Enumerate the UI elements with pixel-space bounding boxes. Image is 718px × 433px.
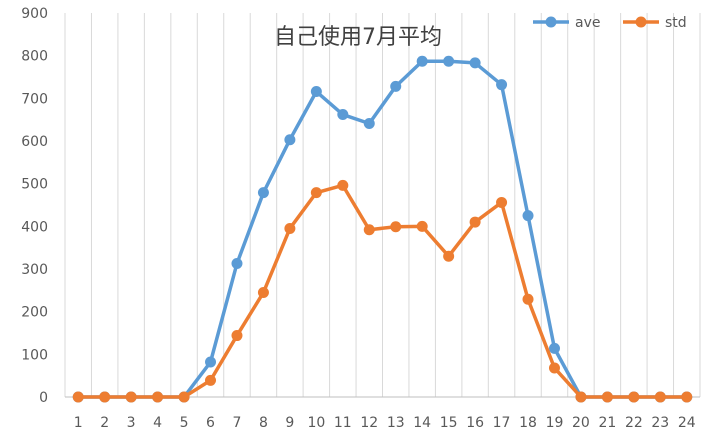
data-point-std — [310, 187, 322, 199]
data-point-std — [337, 179, 349, 191]
x-tick-label: 10 — [307, 415, 325, 431]
data-point-std — [416, 220, 428, 232]
x-tick-label: 19 — [546, 415, 564, 431]
y-tick-label: 200 — [21, 305, 48, 321]
y-tick-label: 600 — [21, 134, 48, 150]
x-tick-label: 3 — [127, 415, 136, 431]
y-tick-label: 900 — [21, 6, 48, 22]
data-point-std — [257, 286, 269, 298]
data-point-ave — [231, 257, 243, 269]
data-point-ave — [284, 134, 296, 146]
x-tick-label: 16 — [466, 415, 484, 431]
x-tick-label: 18 — [519, 415, 537, 431]
y-tick-label: 0 — [39, 390, 48, 406]
data-point-std — [681, 391, 693, 403]
data-point-std — [390, 221, 402, 233]
legend-swatch-marker — [635, 16, 647, 28]
y-tick-label: 100 — [21, 347, 48, 363]
x-tick-label: 7 — [233, 415, 242, 431]
data-point-std — [178, 391, 190, 403]
x-tick-label: 23 — [651, 415, 669, 431]
data-point-ave — [548, 342, 560, 354]
data-point-std — [125, 391, 137, 403]
series-std — [72, 179, 693, 403]
data-point-std — [363, 224, 375, 236]
x-tick-label: 20 — [572, 415, 590, 431]
x-tick-label: 14 — [413, 415, 431, 431]
data-point-ave — [496, 79, 508, 91]
x-tick-label: 13 — [387, 415, 405, 431]
data-point-std — [231, 330, 243, 342]
x-tick-label: 1 — [74, 415, 83, 431]
data-point-ave — [363, 118, 375, 130]
data-point-ave — [443, 55, 455, 67]
data-point-std — [99, 391, 111, 403]
x-tick-label: 12 — [360, 415, 378, 431]
data-point-std — [72, 391, 84, 403]
data-series — [72, 55, 693, 403]
data-point-std — [152, 391, 164, 403]
y-tick-label: 700 — [21, 91, 48, 107]
x-tick-label: 6 — [206, 415, 215, 431]
data-point-std — [469, 216, 481, 228]
data-point-ave — [416, 55, 428, 67]
legend-label: std — [665, 15, 687, 31]
y-tick-label: 300 — [21, 262, 48, 278]
data-point-ave — [257, 187, 269, 199]
chart-title: 自己使用7月平均 — [274, 25, 442, 50]
legend-item-ave: ave — [533, 15, 600, 31]
legend-swatch-marker — [545, 16, 557, 28]
data-point-ave — [390, 80, 402, 92]
x-tick-label: 4 — [153, 415, 162, 431]
x-tick-label: 8 — [259, 415, 268, 431]
x-tick-label: 11 — [334, 415, 352, 431]
data-point-ave — [337, 109, 349, 121]
legend-item-std: std — [623, 15, 687, 31]
y-tick-label: 800 — [21, 49, 48, 65]
data-point-std — [522, 293, 534, 305]
x-tick-label: 9 — [285, 415, 294, 431]
x-tick-label: 2 — [100, 415, 109, 431]
y-tick-label: 400 — [21, 219, 48, 235]
x-tick-label: 5 — [180, 415, 189, 431]
x-tick-label: 15 — [440, 415, 458, 431]
data-point-std — [205, 374, 217, 386]
x-tick-label: 24 — [678, 415, 696, 431]
data-point-std — [548, 362, 560, 374]
x-tick-label: 17 — [493, 415, 511, 431]
data-point-ave — [310, 86, 322, 98]
legend-label: ave — [575, 15, 600, 31]
data-point-ave — [205, 356, 217, 368]
data-point-std — [575, 391, 587, 403]
y-tick-label: 500 — [21, 177, 48, 193]
grid-lines — [64, 13, 701, 397]
data-point-std — [628, 391, 640, 403]
legend: ave std — [533, 15, 687, 31]
data-point-std — [443, 250, 455, 262]
data-point-std — [654, 391, 666, 403]
x-tick-label: 21 — [598, 415, 616, 431]
data-point-std — [601, 391, 613, 403]
data-point-ave — [522, 210, 534, 222]
data-point-std — [284, 222, 296, 234]
data-point-std — [496, 196, 508, 208]
x-tick-label: 22 — [625, 415, 643, 431]
data-point-ave — [469, 57, 481, 69]
